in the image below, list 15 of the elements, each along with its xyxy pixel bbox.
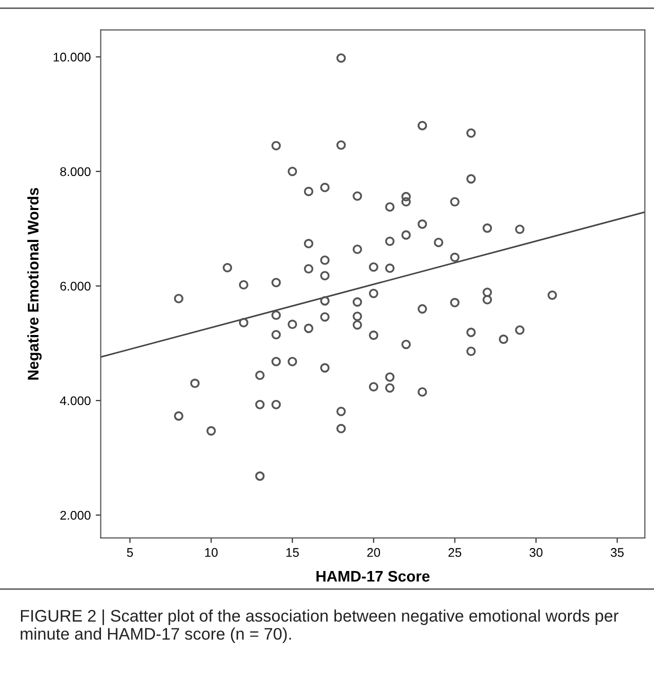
x-tick-label: 30	[530, 548, 542, 557]
y-tick-label: 8.000	[60, 167, 91, 176]
y-axis-title: Negative Emotional Words	[27, 188, 42, 380]
x-tick-label: 25	[448, 548, 462, 557]
x-axis-title: HAMD-17 Score	[316, 570, 430, 582]
y-tick-label: 6.000	[60, 282, 91, 291]
x-tick-label: 5	[126, 548, 133, 557]
y-tick-label: 10.000	[54, 52, 91, 62]
x-tick-label: 35	[610, 548, 624, 557]
y-tick-label: 4.000	[60, 396, 91, 406]
x-tick-label: 10	[205, 548, 218, 557]
x-tick-label: 15	[286, 548, 299, 557]
y-tick-label: 2.000	[60, 510, 91, 520]
caption: FIGURE 2 | Scatter plot of the association between negative emotional words per minute and HAMD-17 score (n = 70).	[20, 609, 618, 644]
x-tick-label: 20	[367, 548, 380, 557]
